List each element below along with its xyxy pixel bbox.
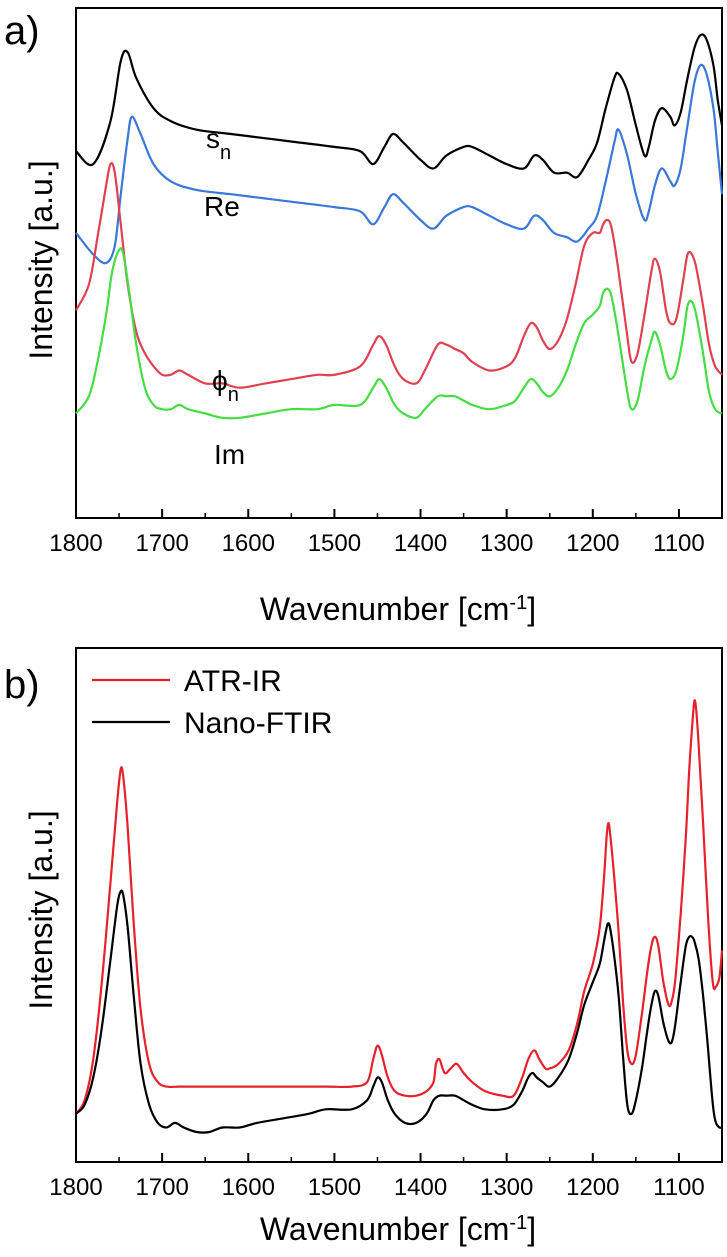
x-tick-label: 1200 bbox=[566, 1174, 619, 1201]
plot-frame bbox=[75, 647, 723, 1163]
panel-b-legend: ATR-IR Nano-FTIR bbox=[92, 665, 332, 740]
x-tick-label: 1500 bbox=[308, 1174, 361, 1201]
panel-a: a) 1800 1700 1600 1500 1400 1300 1200 1100 Wave… bbox=[4, 7, 724, 627]
panel-a-y-axis-label: Intensity [a.u.] bbox=[23, 160, 59, 359]
x-tick-label: 1600 bbox=[222, 530, 275, 557]
x-tick-label: 1200 bbox=[566, 530, 619, 557]
series-line-nano-ftir bbox=[75, 889, 723, 1134]
x-tick-label: 1400 bbox=[394, 1174, 447, 1201]
series-label-2: Re bbox=[204, 191, 240, 222]
x-tick-label: 1400 bbox=[394, 530, 447, 557]
panel-a-plot bbox=[75, 7, 724, 519]
x-tick-label: 1100 bbox=[653, 530, 705, 557]
series-line-sn bbox=[75, 33, 724, 179]
x-tick-label: 1500 bbox=[308, 530, 361, 557]
panel-a-x-ticks: 1800 1700 1600 1500 1400 1300 1200 1100 bbox=[49, 509, 705, 557]
panel-b-plot bbox=[75, 647, 724, 1163]
legend-label-2: Nano-FTIR bbox=[184, 707, 332, 740]
panel-a-label: a) bbox=[4, 9, 40, 53]
series-line-atr-ir bbox=[75, 699, 724, 1115]
series-label-4: Im bbox=[214, 439, 245, 470]
series-label-3: ϕn bbox=[212, 365, 239, 406]
x-tick-label: 1100 bbox=[653, 1174, 705, 1201]
plot-frame bbox=[75, 7, 723, 519]
x-tick-label: 1600 bbox=[222, 1174, 275, 1201]
x-tick-label: 1800 bbox=[49, 1174, 102, 1201]
x-tick-label: 1300 bbox=[480, 530, 533, 557]
panel-b-label: b) bbox=[4, 663, 40, 707]
x-tick-label: 1700 bbox=[135, 1174, 188, 1201]
x-tick-label: 1800 bbox=[49, 530, 102, 557]
panel-b-x-axis-label: Wavenumber [cm-1] bbox=[260, 1211, 536, 1247]
panel-b-x-ticks: 1800 1700 1600 1500 1400 1300 1200 1100 bbox=[49, 1153, 705, 1201]
panel-b-y-axis-label: Intensity [a.u.] bbox=[23, 810, 59, 1009]
panel-b: b) 1800 1700 1600 1500 1400 1300 1200 1100 Wave… bbox=[4, 647, 724, 1247]
series-label-1: sn bbox=[206, 123, 231, 164]
x-tick-label: 1700 bbox=[135, 530, 188, 557]
panel-a-x-axis-label: Wavenumber [cm-1] bbox=[260, 591, 536, 627]
series-line--n bbox=[75, 162, 723, 389]
panel-a-series-labels: sn Re ϕn Im bbox=[204, 123, 245, 470]
legend-label-1: ATR-IR bbox=[184, 665, 282, 698]
series-line-im bbox=[75, 247, 723, 420]
x-tick-label: 1300 bbox=[480, 1174, 533, 1201]
series-line-re bbox=[75, 63, 724, 265]
